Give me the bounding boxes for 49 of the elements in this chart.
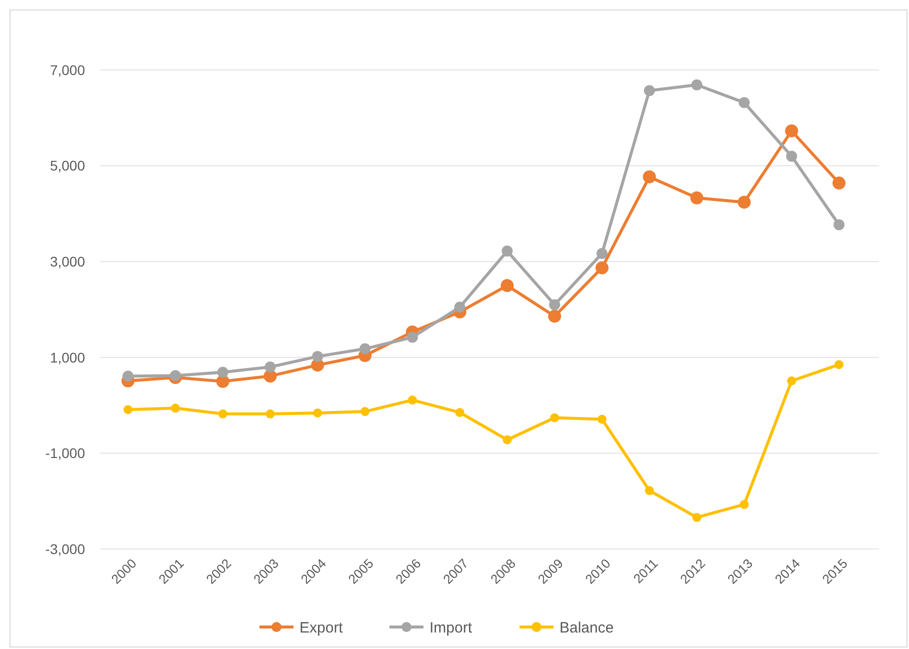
point bbox=[313, 408, 322, 418]
point bbox=[264, 361, 276, 372]
point bbox=[740, 500, 749, 509]
point bbox=[124, 405, 132, 414]
point bbox=[644, 85, 655, 96]
point bbox=[170, 370, 181, 382]
point bbox=[360, 343, 370, 354]
point bbox=[360, 407, 370, 416]
point bbox=[550, 413, 560, 422]
point bbox=[642, 170, 656, 184]
point bbox=[787, 376, 796, 386]
point bbox=[549, 299, 560, 310]
point bbox=[217, 366, 228, 378]
legend-label: Import bbox=[430, 619, 473, 636]
legend-label: Balance bbox=[560, 619, 614, 636]
point bbox=[692, 512, 702, 522]
y-tick-label: 7,000 bbox=[50, 62, 86, 78]
point bbox=[455, 408, 464, 417]
point bbox=[834, 360, 844, 370]
point bbox=[644, 486, 654, 496]
point bbox=[122, 370, 134, 382]
point bbox=[738, 196, 751, 209]
point bbox=[408, 396, 417, 405]
point bbox=[170, 404, 180, 413]
point bbox=[596, 261, 608, 274]
point bbox=[502, 246, 513, 257]
point bbox=[218, 409, 228, 418]
point bbox=[266, 409, 275, 418]
point bbox=[500, 279, 514, 292]
point bbox=[454, 302, 466, 313]
point bbox=[548, 310, 562, 323]
point bbox=[785, 124, 798, 138]
y-tick-label: 5,000 bbox=[50, 158, 86, 174]
point bbox=[786, 150, 798, 162]
point bbox=[690, 191, 704, 204]
point bbox=[406, 332, 418, 343]
point bbox=[691, 79, 702, 90]
legend-label: Export bbox=[300, 619, 344, 636]
y-tick-label: -3,000 bbox=[45, 540, 86, 557]
y-tick-label: -1,000 bbox=[45, 445, 86, 462]
point bbox=[832, 176, 846, 190]
point bbox=[502, 435, 512, 444]
y-tick-label: 1,000 bbox=[50, 349, 86, 366]
point bbox=[738, 97, 750, 108]
point bbox=[598, 414, 606, 424]
point bbox=[834, 219, 844, 230]
y-tick-label: 3,000 bbox=[50, 254, 86, 270]
point bbox=[596, 248, 608, 259]
point bbox=[312, 350, 324, 362]
